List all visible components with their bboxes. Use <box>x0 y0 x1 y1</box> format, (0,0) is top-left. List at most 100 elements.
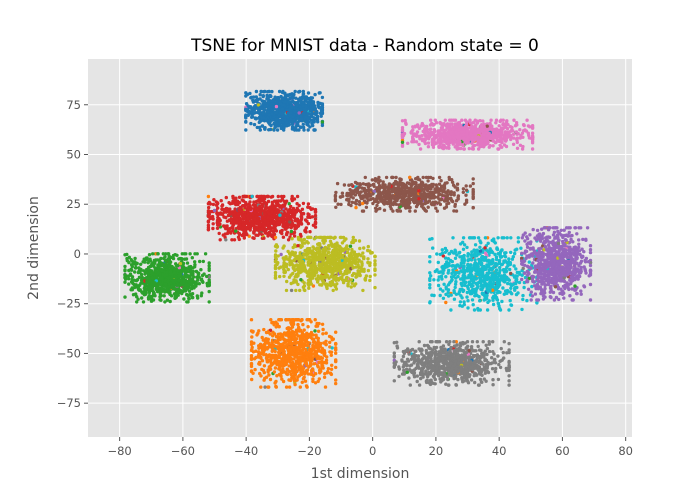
scatter-point <box>403 186 407 190</box>
scatter-point <box>156 270 160 275</box>
scatter-point <box>319 114 323 118</box>
scatter-point <box>294 254 298 258</box>
scatter-point <box>205 274 209 279</box>
scatter-point <box>362 246 366 250</box>
scatter-point <box>358 191 362 195</box>
scatter-point <box>166 276 170 280</box>
scatter-point <box>497 131 501 135</box>
scatter-point <box>434 206 438 210</box>
scatter-point <box>433 142 437 146</box>
scatter-point <box>454 199 459 203</box>
scatter-point <box>352 284 356 288</box>
scatter-point <box>299 125 303 129</box>
scatter-point <box>377 191 381 196</box>
scatter-point <box>421 206 425 210</box>
scatter-point <box>188 292 192 296</box>
scatter-point <box>414 204 419 209</box>
scatter-point <box>185 292 189 297</box>
scatter-point <box>335 247 339 251</box>
scatter-point <box>409 130 413 135</box>
scatter-point <box>313 92 317 97</box>
scatter-point <box>414 182 418 187</box>
scatter-point <box>156 284 160 288</box>
scatter-point <box>161 263 166 267</box>
scatter-point <box>228 230 233 234</box>
scatter-point <box>368 249 372 253</box>
scatter-point <box>150 262 154 266</box>
scatter-point <box>384 175 389 180</box>
scatter-point <box>291 96 295 100</box>
scatter-point <box>200 279 205 283</box>
scatter-point <box>199 268 203 272</box>
scatter-point <box>334 205 338 209</box>
scatter-point <box>277 203 281 207</box>
scatter-point <box>366 244 370 249</box>
scatter-point <box>453 185 457 189</box>
scatter-point <box>255 222 259 226</box>
scatter-point <box>171 256 176 261</box>
scatter-point <box>203 252 208 256</box>
scatter-point <box>452 126 456 131</box>
scatter-point <box>262 194 267 199</box>
scatter-point <box>314 247 318 252</box>
scatter-point <box>453 204 457 208</box>
scatter-point <box>283 91 287 95</box>
scatter-point <box>141 300 146 304</box>
scatter-point <box>288 263 292 267</box>
scatter-point <box>367 189 371 193</box>
scatter-point <box>442 188 446 193</box>
scatter-point <box>385 189 389 193</box>
scatter-point <box>457 128 461 132</box>
scatter-point <box>301 212 306 216</box>
scatter-point <box>407 192 411 196</box>
scatter-point <box>270 112 274 116</box>
scatter-point <box>357 200 362 204</box>
scatter-point <box>289 111 293 115</box>
scatter-point <box>312 263 317 267</box>
scatter-point <box>426 141 431 145</box>
scatter-point <box>272 232 277 237</box>
scatter-point <box>281 114 285 119</box>
scatter-point <box>439 179 443 183</box>
scatter-point <box>329 262 333 267</box>
scatter-point <box>491 144 495 148</box>
scatter-point <box>227 212 232 216</box>
scatter-point <box>477 142 481 146</box>
scatter-point <box>314 277 319 281</box>
scatter-point <box>420 180 424 184</box>
scatter-point <box>339 250 343 254</box>
scatter-point <box>313 220 318 224</box>
scatter-point <box>463 127 467 131</box>
scatter-point <box>299 222 304 226</box>
scatter-point <box>137 269 141 273</box>
scatter-point <box>283 94 287 99</box>
scatter-point <box>449 131 453 135</box>
scatter-point <box>515 123 519 127</box>
scatter-point <box>262 236 266 240</box>
scatter-point <box>347 202 351 207</box>
scatter-point <box>382 194 386 198</box>
scatter-point <box>357 239 362 243</box>
scatter-point <box>291 115 295 120</box>
scatter-point <box>207 300 211 304</box>
scatter-point <box>258 93 262 97</box>
scatter-point <box>362 269 366 273</box>
scatter-point <box>313 225 318 229</box>
scatter-point <box>258 97 262 101</box>
scatter-point <box>366 192 370 197</box>
scatter-point <box>302 96 307 101</box>
scatter-point <box>427 199 432 203</box>
scatter-point <box>307 102 311 106</box>
scatter-point <box>291 206 296 211</box>
scatter-point <box>400 144 405 148</box>
scatter-point <box>392 197 397 201</box>
scatter-point <box>448 118 452 122</box>
scatter-point <box>488 121 492 126</box>
scatter-point <box>273 270 278 275</box>
scatter-point <box>467 146 471 151</box>
scatter-point <box>251 100 256 104</box>
scatter-point <box>354 198 359 203</box>
scatter-point <box>282 100 287 104</box>
scatter-point <box>463 202 467 206</box>
scatter-point <box>156 252 160 256</box>
